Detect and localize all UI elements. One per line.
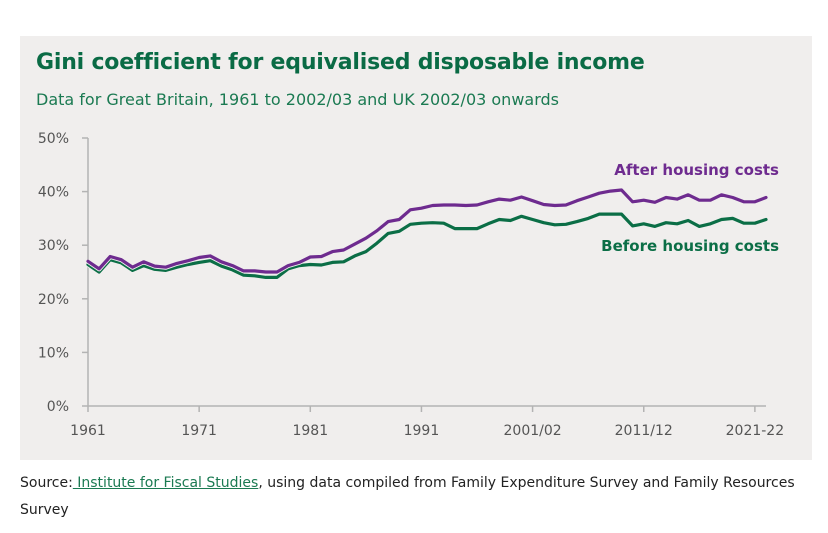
x-tick-label: 2011/12 [615,423,673,439]
x-tick-label: 1961 [70,423,106,439]
x-tick-label: 2021-22 [726,423,785,439]
series-layer [86,187,768,280]
legend-before-housing-costs: Before housing costs [601,237,779,255]
y-tick-label: 0% [47,399,69,415]
source-prefix: Source: [20,475,73,491]
source-suffix: , using data compiled from Family Expend… [20,475,795,518]
axes: 0% 10% 20% 30% 40% 50% 1961 1971 1981 1991 2001/02… [38,131,784,439]
series-before-housing-costs [86,212,768,279]
y-tick-label: 30% [38,238,69,254]
chart-subtitle: Data for Great Britain, 1961 to 2002/03 … [36,90,559,109]
legend-after-housing-costs: After housing costs [614,161,779,179]
x-tick-label: 2001/02 [504,423,562,439]
y-tick-label: 10% [38,345,69,361]
source-note: Source: Institute for Fiscal Studies, us… [20,470,810,524]
x-tick-label: 1991 [404,423,440,439]
y-tick-label: 20% [38,292,69,308]
x-tick-label: 1971 [181,423,217,439]
y-tick-label: 50% [38,131,69,147]
x-tick-label: 1981 [292,423,328,439]
source-link[interactable]: Institute for Fiscal Studies [72,475,259,491]
chart-title: Gini coefficient for equivalised disposa… [36,50,645,75]
y-tick-label: 40% [38,185,69,201]
chart-panel [20,36,812,460]
series-after-housing-costs [86,188,768,274]
